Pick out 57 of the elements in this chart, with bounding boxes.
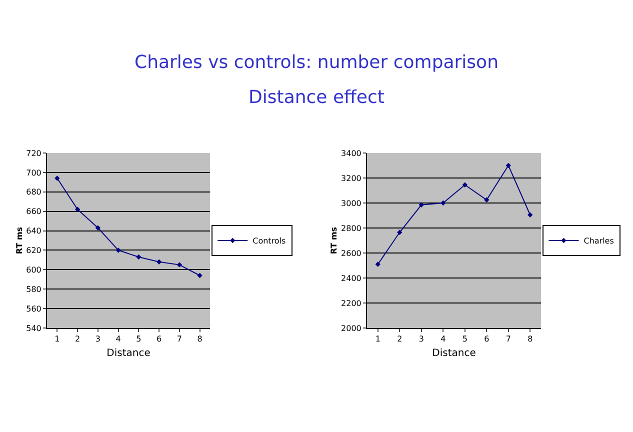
x-tick-label: 6 bbox=[156, 334, 162, 344]
point bbox=[54, 176, 60, 181]
x-tick-label: 4 bbox=[116, 334, 121, 344]
y-tick-label: 2400 bbox=[341, 274, 362, 283]
y-tick-label: 580 bbox=[26, 284, 42, 294]
x-tick-label: 7 bbox=[176, 334, 182, 344]
point bbox=[74, 206, 80, 212]
y-tick-label: 2800 bbox=[341, 224, 362, 233]
x-tick-label: 6 bbox=[484, 334, 490, 344]
x-tick-label: 5 bbox=[136, 334, 142, 344]
point bbox=[528, 212, 533, 218]
y-tick-label: 2000 bbox=[341, 324, 362, 333]
x-tick-label: 3 bbox=[418, 334, 424, 344]
y-tick-label: 3000 bbox=[341, 198, 362, 208]
x-axis-title: Distance bbox=[106, 348, 150, 360]
y-tick-label: 3200 bbox=[341, 174, 362, 183]
point bbox=[95, 225, 101, 230]
y-tick-label: 660 bbox=[26, 207, 42, 216]
x-tick-label: 8 bbox=[197, 334, 202, 344]
x-tick-label: 5 bbox=[462, 334, 468, 344]
legend-label: Charles bbox=[584, 236, 614, 246]
point bbox=[375, 262, 380, 267]
x-tick-label: 7 bbox=[506, 334, 511, 344]
y-axis-title: RT ms bbox=[330, 226, 339, 254]
point bbox=[418, 202, 424, 208]
point bbox=[484, 197, 490, 202]
point bbox=[397, 230, 402, 235]
x-tick-label: 1 bbox=[375, 334, 380, 344]
y-tick-label: 700 bbox=[26, 168, 42, 178]
y-tick-label: 3400 bbox=[341, 148, 362, 158]
legend-label: Controls bbox=[252, 236, 286, 246]
text: Charles vs controls: number comparison Distance effect bbox=[134, 51, 500, 110]
point bbox=[176, 262, 182, 268]
point bbox=[136, 254, 142, 260]
y-tick-label: 600 bbox=[26, 265, 42, 274]
x-tick-label: 2 bbox=[75, 334, 80, 344]
y-tick-label: 560 bbox=[26, 304, 42, 314]
point bbox=[197, 272, 202, 278]
point bbox=[156, 259, 162, 264]
y-tick-label: 680 bbox=[26, 188, 42, 197]
point bbox=[506, 162, 511, 168]
y-tick-label: 540 bbox=[26, 324, 42, 333]
y-tick-label: 2600 bbox=[341, 248, 362, 258]
x-tick-label: 8 bbox=[528, 334, 533, 344]
x-tick-label: 4 bbox=[440, 334, 446, 344]
point bbox=[116, 248, 121, 253]
y-axis-title: RT ms bbox=[14, 226, 24, 254]
y-tick-label: 720 bbox=[26, 148, 42, 158]
y-tick-label: 640 bbox=[26, 226, 42, 236]
x-axis-title: Distance bbox=[432, 348, 476, 360]
x-tick-label: 1 bbox=[54, 334, 60, 344]
point bbox=[440, 200, 446, 206]
x-tick-label: 3 bbox=[95, 334, 100, 344]
y-tick-label: 2200 bbox=[341, 298, 362, 308]
x-tick-label: 2 bbox=[397, 334, 402, 344]
point bbox=[462, 182, 468, 188]
y-tick-label: 620 bbox=[26, 246, 42, 256]
